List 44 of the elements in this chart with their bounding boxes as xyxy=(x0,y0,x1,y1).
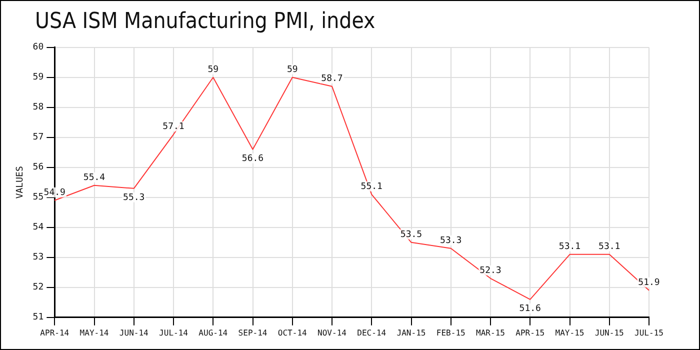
chart-title: USA ISM Manufacturing PMI, index xyxy=(35,9,376,34)
x-tick-label: AUG-14 xyxy=(198,328,228,338)
x-tick-label: JAN-15 xyxy=(396,328,426,338)
data-label: 57.1 xyxy=(162,122,184,132)
x-tick-label: MAY-15 xyxy=(555,328,584,338)
data-label: 54.9 xyxy=(44,188,66,198)
data-label: 58.7 xyxy=(321,74,343,84)
x-tick-label: JUN-15 xyxy=(594,328,624,338)
data-label: 53.1 xyxy=(598,242,620,252)
x-tick-label: DEC-14 xyxy=(357,328,386,338)
x-tick-label: JUN-14 xyxy=(119,328,149,338)
data-label: 59 xyxy=(286,65,298,76)
data-label: 53.1 xyxy=(558,242,581,252)
data-label: 52.3 xyxy=(480,266,502,276)
x-tick-label: JUL-15 xyxy=(634,328,664,338)
data-label: 53.5 xyxy=(400,230,422,240)
y-tick-label: 51 xyxy=(32,312,44,323)
data-label: 55.1 xyxy=(360,182,382,192)
y-tick-label: 53 xyxy=(32,252,44,263)
data-label: 53.3 xyxy=(440,236,462,246)
y-tick-label: 60 xyxy=(32,42,44,53)
y-axis-title: VALUES xyxy=(16,166,26,199)
y-tick-label: 54 xyxy=(32,222,44,233)
y-tick-label: 55 xyxy=(32,192,44,203)
x-tick-label: OCT-14 xyxy=(278,328,308,338)
y-tick-label: 56 xyxy=(32,162,44,173)
data-label: 56.6 xyxy=(242,154,264,164)
x-tick-label: APR-15 xyxy=(516,328,545,338)
data-label: 55.4 xyxy=(83,173,106,184)
y-tick-label: 57 xyxy=(32,132,44,143)
y-tick-label: 52 xyxy=(32,282,44,293)
data-label: 51.9 xyxy=(638,278,660,288)
x-tick-label: SEP-14 xyxy=(238,328,268,338)
x-tick-label: APR-14 xyxy=(40,328,70,338)
x-tick-label: MAY-14 xyxy=(80,328,109,338)
y-tick-label: 58 xyxy=(32,102,44,113)
x-tick-label: FEB-15 xyxy=(436,328,466,338)
x-tick-label: JUL-14 xyxy=(159,328,188,338)
data-label: 59 xyxy=(208,65,219,76)
x-tick-label: NOV-14 xyxy=(318,328,347,338)
y-tick-label: 59 xyxy=(32,72,44,83)
data-label: 55.3 xyxy=(123,193,145,204)
x-tick-label: MAR-15 xyxy=(476,328,506,338)
data-label: 51.6 xyxy=(519,304,541,314)
